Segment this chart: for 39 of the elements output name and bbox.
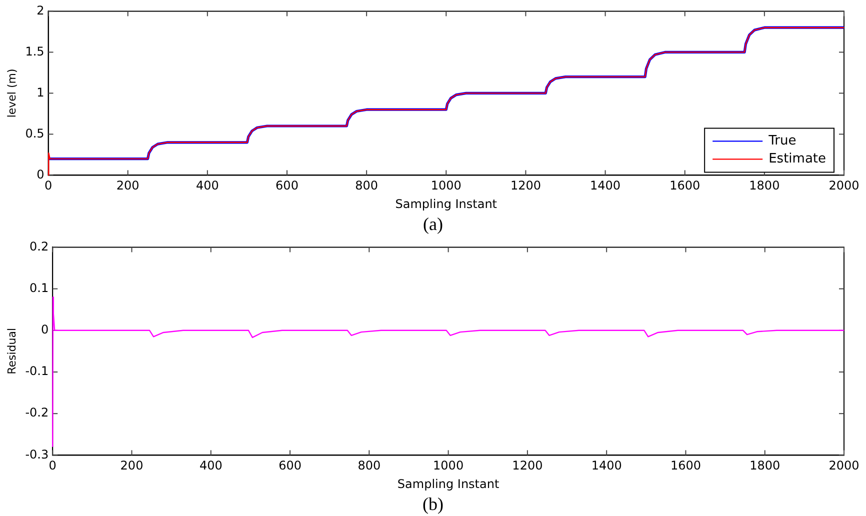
x-tick-label: 800 — [355, 178, 378, 193]
y-tick-label: 0.5 — [25, 126, 44, 140]
x-tick-label: 1200 — [510, 178, 541, 193]
x-tick-label: 600 — [278, 458, 302, 473]
legend-label: Estimate — [768, 152, 826, 167]
x-tick-label: 1400 — [590, 178, 621, 193]
text: (b) — [422, 493, 444, 516]
x-tick-label: 1600 — [670, 458, 701, 473]
y-axis-title: level (m) — [5, 68, 18, 118]
y-tick-label: 0.1 — [30, 280, 49, 295]
x-tick-label: 600 — [276, 178, 298, 193]
y-tick-label: 0 — [40, 322, 49, 337]
x-tick-label: 2000 — [828, 178, 860, 193]
x-tick-label: 2000 — [828, 458, 860, 473]
legend-label: True — [768, 134, 796, 149]
x-tick-label: 1000 — [433, 458, 464, 473]
x-tick-label: 400 — [199, 458, 222, 473]
text: (a) — [422, 213, 444, 236]
y-tick-label: -0.1 — [25, 364, 49, 378]
x-tick-label: 1000 — [430, 178, 462, 193]
y-tick-label: 1 — [36, 85, 44, 100]
y-axis-title: Residual — [5, 328, 18, 374]
x-tick-label: 1400 — [591, 458, 622, 473]
x-tick-label: 1600 — [670, 178, 700, 193]
y-tick-label: -0.2 — [25, 406, 49, 420]
x-tick-label: 800 — [358, 458, 381, 473]
y-tick-label: 0.2 — [30, 239, 49, 254]
x-tick-label: 200 — [116, 178, 140, 193]
x-tick-label: 1200 — [512, 458, 543, 473]
x-axis-title: Sampling Instant — [395, 196, 498, 211]
x-tick-label: 1800 — [749, 178, 780, 193]
y-tick-label: 0 — [36, 167, 44, 182]
x-tick-label: 200 — [120, 458, 144, 473]
x-tick-label: 1800 — [750, 458, 780, 473]
x-tick-label: 400 — [196, 178, 219, 193]
y-tick-label: 2 — [36, 3, 44, 18]
y-tick-label: 1.5 — [25, 44, 44, 58]
x-axis-title: Sampling Instant — [397, 476, 500, 491]
y-tick-label: -0.3 — [25, 447, 49, 462]
